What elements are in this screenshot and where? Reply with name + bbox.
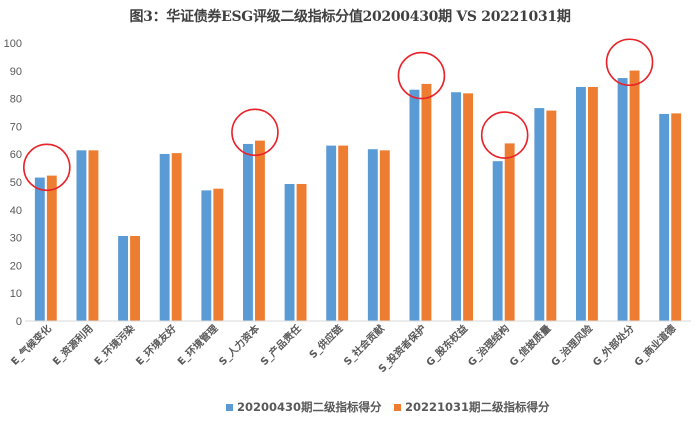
x-tick-label: S_人力资本 (216, 321, 263, 368)
y-tick-label: 40 (10, 205, 22, 217)
y-tick-label: 100 (4, 38, 22, 50)
x-tick-label: G_治理结构 (465, 322, 512, 369)
y-tick-label: 10 (10, 288, 22, 300)
bar-20200430 (408, 89, 420, 322)
bar-20200430 (159, 153, 171, 322)
bar-20200430 (367, 148, 379, 322)
bar-20200430 (242, 143, 254, 322)
bar-20200430 (75, 149, 87, 322)
bar-20221031 (629, 69, 641, 322)
x-tick-label: G_信披质量 (507, 322, 554, 369)
bar-20200430 (492, 160, 504, 322)
y-tick-label: 80 (10, 94, 22, 106)
highlight-circle-icon (480, 111, 529, 159)
bar-20200430 (617, 77, 629, 322)
bar-20200430 (658, 113, 670, 322)
bar-20200430 (450, 91, 462, 322)
bar-20221031 (254, 140, 266, 322)
bar-chart: 0 10 20 30 40 50 60 70 80 90 100 E_气候变化E_资源利用E_环境污… (4, 38, 691, 375)
x-tick-label: E_资源利用 (50, 322, 96, 368)
y-tick-label: 20 (10, 260, 22, 272)
y-axis: 0 10 20 30 40 50 60 70 80 90 100 (4, 38, 22, 328)
bar-20221031 (171, 152, 183, 322)
bar-20221031 (129, 235, 141, 322)
bar-20221031 (587, 86, 599, 322)
highlight-circle-icon (231, 108, 279, 157)
x-tick-label: S_产品责任 (258, 322, 304, 368)
highlight-circles (23, 38, 654, 192)
y-tick-label: 90 (10, 66, 22, 78)
y-tick-label: 70 (10, 121, 22, 133)
bar-20221031 (420, 83, 432, 322)
bar-20200430 (325, 145, 337, 322)
legend-label: 20221031期二级指标得分 (405, 400, 550, 414)
bar-20221031 (87, 149, 99, 322)
y-tick-label: 50 (10, 177, 22, 189)
legend-swatch-orange-icon (394, 403, 401, 411)
bar-20221031 (379, 149, 391, 322)
highlight-circle-icon (397, 51, 446, 100)
legend-item-20200430: 20200430期二级指标得分 (226, 399, 382, 415)
bar-20200430 (117, 235, 129, 322)
legend-item-20221031: 20221031期二级指标得分 (394, 399, 550, 415)
highlight-circle-icon (605, 38, 654, 87)
legend: 20200430期二级指标得分 20221031期二级指标得分 (0, 399, 700, 417)
bar-20221031 (296, 183, 308, 322)
x-tick-label: S_供应链 (306, 321, 346, 361)
x-tick-label: E_环境友好 (133, 322, 179, 368)
bar-20221031 (545, 109, 557, 322)
legend-swatch-blue-icon (226, 403, 233, 411)
bar-20221031 (46, 175, 58, 322)
bar-20221031 (337, 145, 349, 322)
y-tick-label: 60 (10, 149, 22, 161)
legend-label: 20200430期二级指标得分 (237, 400, 382, 414)
x-tick-label: G_治理风险 (548, 321, 596, 369)
x-tick-label: E_环境污染 (91, 321, 138, 368)
x-tick-label: G_外部处分 (590, 322, 637, 369)
x-axis-labels: E_气候变化E_资源利用E_环境污染E_环境友好E_环境管理S_人力资本S_产品… (8, 321, 678, 375)
bar-20221031 (504, 142, 516, 322)
x-tick-label: G_商业道德 (631, 322, 678, 369)
bar-20221031 (212, 188, 224, 322)
bar-20221031 (462, 92, 474, 322)
chart-title: 图3：华证债券ESG评级二级指标分值20200430期 VS 20221031期 (129, 9, 571, 25)
x-tick-label: E_环境管理 (175, 322, 221, 368)
x-tick-label: S_社会贡献 (341, 322, 387, 368)
bar-20200430 (284, 183, 296, 322)
x-tick-label: G_股东权益 (423, 322, 470, 369)
bar-20221031 (670, 112, 682, 322)
bar-20200430 (200, 189, 212, 322)
bar-20200430 (34, 176, 46, 322)
bar-20200430 (575, 86, 587, 322)
bars (34, 69, 682, 322)
highlight-circle-icon (23, 143, 71, 192)
y-tick-label: 0 (16, 316, 22, 328)
x-tick-label: E_气候变化 (8, 322, 54, 368)
bar-20200430 (533, 107, 545, 322)
y-tick-label: 30 (10, 233, 22, 245)
